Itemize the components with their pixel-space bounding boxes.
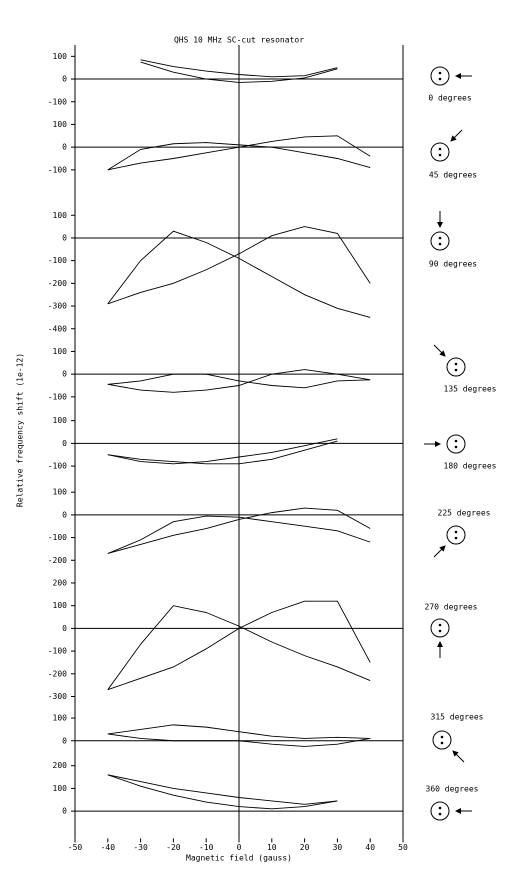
orientation-icon <box>446 434 466 454</box>
icon-dot <box>438 242 442 246</box>
icon-dot <box>438 71 442 75</box>
x-tick-label: 0 <box>237 843 242 852</box>
y-tick-label: 200 <box>53 578 68 587</box>
x-tick-label: -20 <box>166 843 181 852</box>
y-tick-label: 100 <box>53 416 68 425</box>
field-arrow <box>433 344 446 357</box>
field-arrow <box>450 129 463 142</box>
icon-dot <box>438 812 442 816</box>
icon-dot <box>438 77 442 81</box>
orientation-icon <box>432 730 452 750</box>
y-tick-label: 100 <box>53 120 68 129</box>
y-tick-label: 100 <box>53 52 68 61</box>
icon-dot <box>454 368 458 372</box>
icon-dot <box>438 153 442 157</box>
x-tick-label: 40 <box>365 843 375 852</box>
icon-dot <box>438 147 442 151</box>
orientation-icon <box>446 525 466 545</box>
y-tick-label: -100 <box>48 533 67 542</box>
y-tick-label: -100 <box>48 165 67 174</box>
orientation-icon <box>430 142 450 162</box>
icon-dot <box>438 806 442 810</box>
orientation-icon <box>446 357 466 377</box>
panel-label: 225 degrees <box>438 509 491 518</box>
icon-dot <box>440 735 444 739</box>
x-tick-label: 20 <box>300 843 310 852</box>
y-tick-label: 0 <box>62 370 67 379</box>
x-tick-label: -50 <box>68 843 83 852</box>
panel-label: 315 degrees <box>431 713 484 722</box>
chart-title: QHS 10 MHz SC-cut resonator <box>174 36 304 45</box>
y-tick-label: 100 <box>53 488 68 497</box>
data-line <box>107 438 338 465</box>
x-tick-label: -10 <box>199 843 214 852</box>
y-tick-label: 0 <box>62 233 67 242</box>
icon-dot <box>438 623 442 627</box>
y-tick-label: 100 <box>53 784 68 793</box>
data-line <box>107 774 338 805</box>
y-tick-label: 0 <box>62 439 67 448</box>
y-tick-label: 0 <box>62 75 67 84</box>
icon-dot <box>438 629 442 633</box>
orientation-icon <box>430 66 450 86</box>
panel-label: 360 degrees <box>426 785 479 794</box>
y-tick-label: -100 <box>48 97 67 106</box>
panel-label: 90 degrees <box>429 260 477 269</box>
y-tick-label: -200 <box>48 556 67 565</box>
icon-dot <box>454 362 458 366</box>
panel-label: 180 degrees <box>444 462 497 471</box>
icon-dot <box>440 741 444 745</box>
x-tick-label: -40 <box>101 843 116 852</box>
icon-dot <box>454 536 458 540</box>
orientation-icon <box>430 618 450 638</box>
y-tick-label: -100 <box>48 462 67 471</box>
y-tick-label: -200 <box>48 279 67 288</box>
field-arrow <box>452 750 465 763</box>
orientation-icon <box>430 801 450 821</box>
icon-dot <box>454 439 458 443</box>
orientation-icon <box>430 231 450 251</box>
y-tick-label: -100 <box>48 256 67 265</box>
data-line <box>107 440 338 465</box>
y-tick-label: -300 <box>48 302 67 311</box>
y-tick-label: 100 <box>53 347 68 356</box>
y-tick-label: 0 <box>62 807 67 816</box>
panel-label: 270 degrees <box>425 603 478 612</box>
field-arrow <box>433 545 446 558</box>
y-tick-label: 0 <box>62 143 67 152</box>
y-axis-label: Relative frequency shift (1e-12) <box>16 353 25 507</box>
y-tick-label: 0 <box>62 736 67 745</box>
y-tick-label: 200 <box>53 761 68 770</box>
y-tick-label: 100 <box>53 714 68 723</box>
y-tick-label: 100 <box>53 211 68 220</box>
x-tick-label: 10 <box>267 843 277 852</box>
icon-dot <box>454 530 458 534</box>
panel-label: 0 degrees <box>428 94 472 103</box>
panel-label: 45 degrees <box>429 171 477 180</box>
y-tick-label: -300 <box>48 692 67 701</box>
x-axis-label: Magnetic field (gauss) <box>186 854 292 863</box>
icon-dot <box>438 236 442 240</box>
x-tick-label: 30 <box>333 843 343 852</box>
x-tick-label: -30 <box>133 843 148 852</box>
y-tick-label: -100 <box>48 392 67 401</box>
y-tick-label: 0 <box>62 510 67 519</box>
y-tick-label: -100 <box>48 647 67 656</box>
y-tick-label: -200 <box>48 669 67 678</box>
x-tick-label: 50 <box>398 843 408 852</box>
y-tick-label: 100 <box>53 601 68 610</box>
panel-label: 135 degrees <box>444 385 497 394</box>
y-tick-label: -400 <box>48 324 67 333</box>
data-line <box>107 774 338 810</box>
y-tick-label: 0 <box>62 624 67 633</box>
icon-dot <box>454 445 458 449</box>
